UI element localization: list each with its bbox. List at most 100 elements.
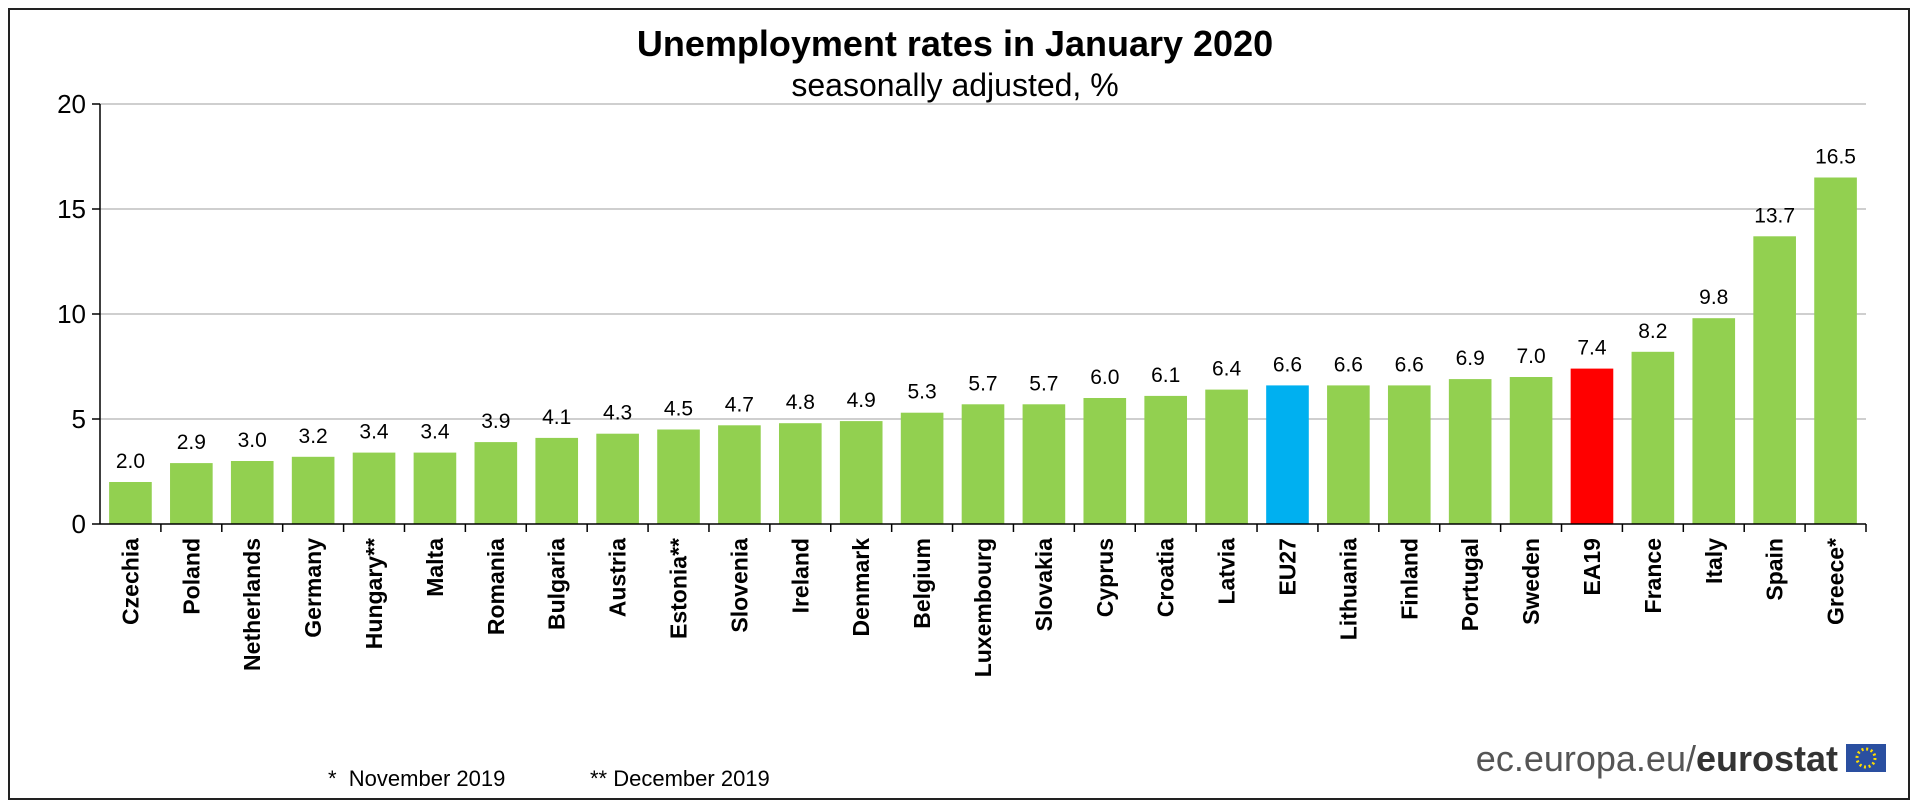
y-tick-label-20: 20: [57, 89, 86, 119]
value-label-slovakia: 5.7: [1029, 372, 1058, 395]
category-label-germany: Germany: [300, 538, 326, 638]
category-label-czechia: Czechia: [117, 538, 143, 625]
category-labels: Czechia Poland Netherlands Germany Hungary**…: [117, 538, 1848, 677]
category-label-latvia: Latvia: [1214, 538, 1240, 605]
value-label-croatia: 6.1: [1151, 364, 1180, 387]
value-labels: 2.0 2.9 3.0 3.2 3.4 3.4 3.9 4.1 4.3 4.5 4.7 4.8 4.9 5…: [116, 146, 1856, 474]
source-brand: eurostat: [1696, 738, 1838, 779]
category-label-cyprus: Cyprus: [1092, 538, 1118, 617]
category-label-portugal: Portugal: [1457, 538, 1483, 631]
value-label-netherlands: 3.0: [238, 429, 267, 452]
category-label-ireland: Ireland: [787, 538, 813, 613]
value-label-malta: 3.4: [420, 421, 450, 444]
bar-romania: [474, 442, 518, 524]
category-label-malta: Malta: [422, 538, 448, 597]
bar-austria: [596, 433, 639, 524]
category-label-bulgaria: Bulgaria: [544, 538, 570, 630]
bar-portugal: [1448, 379, 1492, 524]
bar-belgium: [900, 412, 944, 524]
value-label-latvia: 6.4: [1212, 358, 1242, 381]
y-tick-label-15: 15: [57, 194, 86, 224]
bar-slovakia: [1022, 404, 1066, 524]
value-label-slovenia: 4.7: [725, 393, 754, 416]
bar-germany: [291, 456, 335, 524]
y-tick-label-5: 5: [72, 404, 86, 434]
footnote-november: * November 2019: [328, 766, 505, 791]
value-label-germany: 3.2: [299, 425, 328, 448]
category-label-estonia: Estonia**: [666, 538, 692, 639]
category-label-hungary: Hungary**: [361, 538, 387, 649]
value-label-spain: 13.7: [1754, 204, 1795, 227]
category-label-belgium: Belgium: [909, 538, 935, 629]
source-prefix: ec.europa.eu/: [1476, 738, 1696, 779]
bar-estonia: [657, 429, 700, 524]
bar-czechia: [109, 482, 152, 524]
category-label-ea19: EA19: [1579, 538, 1605, 596]
category-label-finland: Finland: [1396, 538, 1422, 620]
y-axis-ticks: 0 5 10 15 20: [57, 89, 100, 539]
value-label-czechia: 2.0: [116, 450, 145, 473]
eu-flag-icon: [1846, 744, 1886, 772]
svg-text:ec.europa.eu/eurostat: ec.europa.eu/eurostat: [1476, 738, 1838, 779]
value-label-lithuania: 6.6: [1334, 353, 1363, 376]
value-label-italy: 9.8: [1699, 286, 1728, 309]
category-label-denmark: Denmark: [848, 538, 874, 637]
value-label-hungary: 3.4: [359, 421, 389, 444]
axes: [99, 104, 1867, 532]
bar-greece: [1814, 177, 1857, 524]
category-label-sweden: Sweden: [1518, 538, 1544, 625]
value-label-denmark: 4.9: [847, 389, 876, 412]
bar-italy: [1692, 318, 1736, 524]
bar-slovenia: [718, 425, 761, 524]
category-label-poland: Poland: [178, 538, 204, 615]
value-label-greece: 16.5: [1815, 146, 1856, 169]
chart-subtitle: seasonally adjusted, %: [791, 67, 1118, 103]
bar-croatia: [1144, 395, 1188, 524]
value-label-poland: 2.9: [177, 431, 206, 454]
value-label-austria: 4.3: [603, 402, 632, 425]
value-label-eu27: 6.6: [1273, 353, 1302, 376]
category-label-netherlands: Netherlands: [239, 538, 265, 671]
bar-poland: [170, 463, 213, 524]
bar-finland: [1387, 385, 1431, 524]
category-label-slovenia: Slovenia: [726, 538, 752, 633]
bar-latvia: [1205, 389, 1248, 524]
bar-hungary: [352, 452, 396, 524]
source-credit: ec.europa.eu/eurostat: [1476, 738, 1886, 779]
bar-ireland: [778, 423, 822, 524]
value-label-france: 8.2: [1638, 320, 1667, 343]
value-label-estonia: 4.5: [664, 398, 693, 421]
y-tick-label-0: 0: [72, 509, 86, 539]
value-label-portugal: 6.9: [1456, 347, 1485, 370]
bar-netherlands: [230, 461, 274, 524]
bar-lithuania: [1327, 385, 1370, 524]
category-label-croatia: Croatia: [1153, 538, 1179, 617]
category-label-greece: Greece*: [1823, 538, 1849, 625]
bar-bulgaria: [535, 437, 579, 524]
bar-luxembourg: [961, 404, 1005, 524]
value-label-ea19: 7.4: [1577, 337, 1607, 360]
bar-eu27: [1266, 385, 1309, 524]
value-label-luxembourg: 5.7: [968, 372, 997, 395]
chart-title: Unemployment rates in January 2020: [637, 23, 1273, 64]
bar-spain: [1753, 236, 1796, 525]
category-label-austria: Austria: [605, 538, 631, 617]
category-label-italy: Italy: [1701, 538, 1727, 584]
bar-cyprus: [1083, 398, 1127, 524]
category-label-slovakia: Slovakia: [1031, 538, 1057, 632]
y-tick-label-10: 10: [57, 299, 86, 329]
bar-france: [1631, 351, 1675, 524]
value-label-cyprus: 6.0: [1090, 366, 1119, 389]
category-label-france: France: [1640, 538, 1666, 613]
value-label-sweden: 7.0: [1516, 345, 1545, 368]
value-label-finland: 6.6: [1395, 353, 1424, 376]
value-label-romania: 3.9: [481, 410, 510, 433]
bar-ea19: [1570, 368, 1614, 524]
value-label-bulgaria: 4.1: [542, 406, 571, 429]
footnote-december: ** December 2019: [590, 766, 770, 791]
category-label-spain: Spain: [1762, 538, 1788, 601]
bars: [109, 177, 1857, 525]
category-label-lithuania: Lithuania: [1335, 538, 1361, 640]
bar-sweden: [1509, 377, 1553, 524]
